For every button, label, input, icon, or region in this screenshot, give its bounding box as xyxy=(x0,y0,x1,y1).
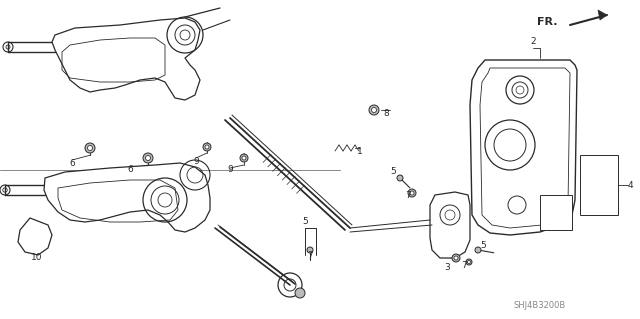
Polygon shape xyxy=(540,195,572,230)
Polygon shape xyxy=(18,218,52,255)
Text: 4: 4 xyxy=(627,181,633,189)
Text: 5: 5 xyxy=(480,241,486,250)
Text: 6: 6 xyxy=(69,159,75,167)
Circle shape xyxy=(466,259,472,265)
Circle shape xyxy=(475,247,481,253)
Text: 6: 6 xyxy=(127,166,133,174)
Circle shape xyxy=(371,108,376,113)
Circle shape xyxy=(307,247,313,253)
Text: 9: 9 xyxy=(193,158,199,167)
Circle shape xyxy=(454,256,458,260)
Text: 7: 7 xyxy=(405,191,411,201)
Text: 2: 2 xyxy=(530,38,536,47)
Polygon shape xyxy=(580,155,618,215)
Circle shape xyxy=(408,189,416,197)
Text: FR.: FR. xyxy=(538,17,558,27)
Circle shape xyxy=(85,143,95,153)
Text: 5: 5 xyxy=(390,167,396,176)
Text: 9: 9 xyxy=(227,166,233,174)
Text: SHJ4B3200B: SHJ4B3200B xyxy=(514,300,566,309)
Polygon shape xyxy=(52,18,200,100)
Text: 7: 7 xyxy=(307,251,313,261)
Circle shape xyxy=(203,143,211,151)
Circle shape xyxy=(88,145,93,151)
Text: 3: 3 xyxy=(444,263,450,272)
Text: 7: 7 xyxy=(461,261,467,270)
Polygon shape xyxy=(598,10,607,20)
Circle shape xyxy=(143,153,153,163)
Circle shape xyxy=(295,288,305,298)
Circle shape xyxy=(205,145,209,149)
Circle shape xyxy=(397,175,403,181)
Text: 1: 1 xyxy=(357,147,363,157)
Circle shape xyxy=(410,191,414,195)
Circle shape xyxy=(240,154,248,162)
Text: 8: 8 xyxy=(383,108,389,117)
Circle shape xyxy=(242,156,246,160)
Circle shape xyxy=(467,261,470,263)
Polygon shape xyxy=(470,60,577,235)
Polygon shape xyxy=(44,163,210,232)
Text: 10: 10 xyxy=(31,254,43,263)
Text: 5: 5 xyxy=(302,218,308,226)
Circle shape xyxy=(452,254,460,262)
Circle shape xyxy=(145,155,150,160)
Polygon shape xyxy=(430,192,470,258)
Circle shape xyxy=(369,105,379,115)
